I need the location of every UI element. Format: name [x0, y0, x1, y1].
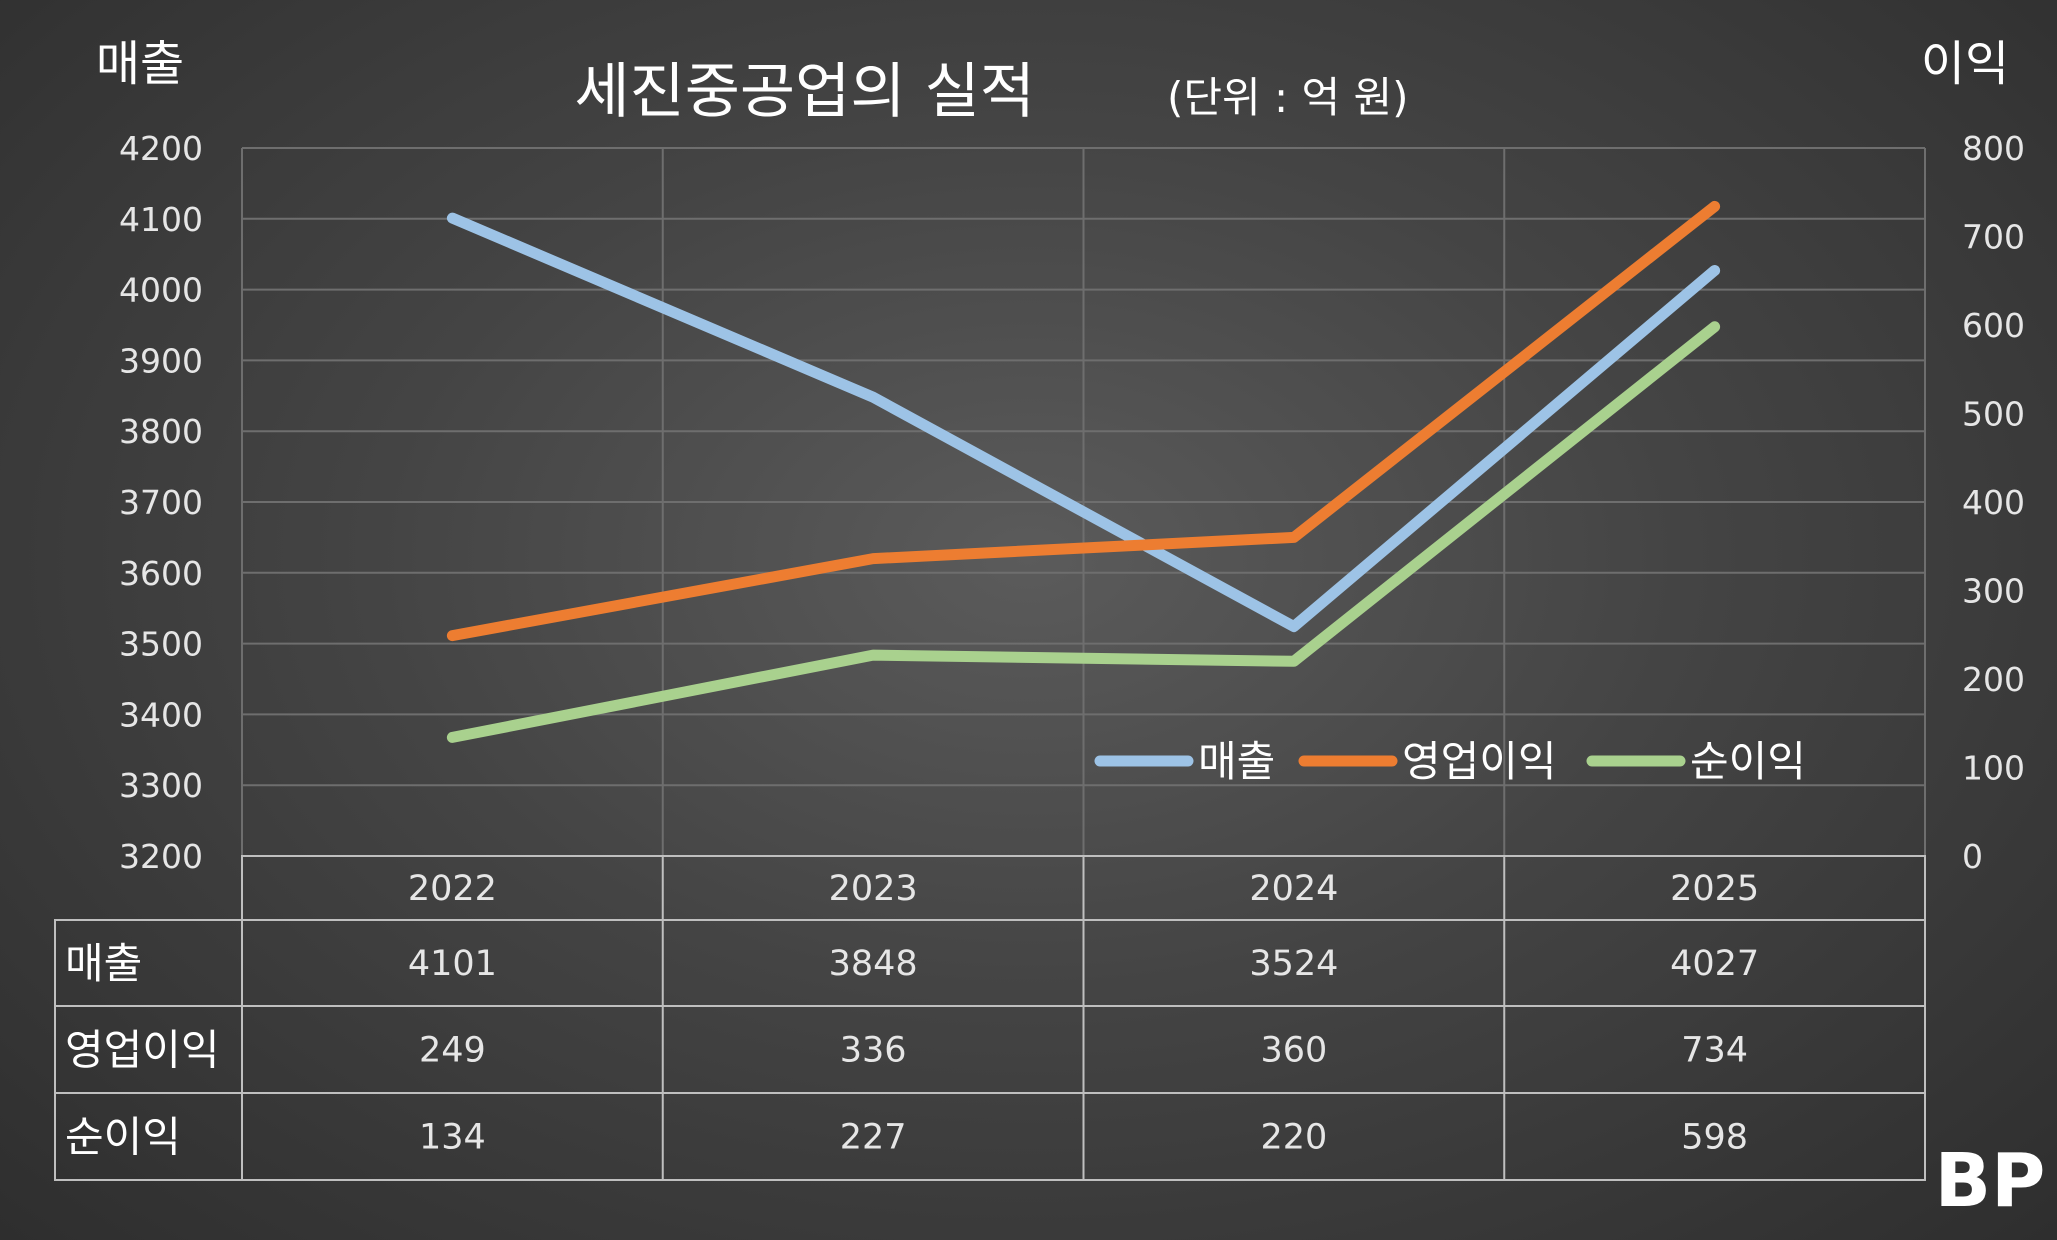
grid — [241, 147, 1926, 857]
category-label: 2024 — [1249, 869, 1338, 909]
right-tick-label: 800 — [1962, 129, 2025, 168]
table-body-border — [54, 919, 1926, 1181]
category-label: 2022 — [408, 869, 497, 909]
table-row-label: 매출 — [65, 939, 142, 988]
left-axis-ticks: 4200 4100 4000 3900 3800 3700 3600 3500 3400 3300… — [119, 129, 203, 876]
left-tick-label: 3700 — [119, 483, 203, 522]
bp-logo: BP — [1935, 1138, 2046, 1224]
legend-label: 매출 — [1198, 737, 1275, 786]
table-cell-value: 336 — [840, 1031, 907, 1071]
left-tick-label: 3900 — [119, 341, 203, 380]
series-line-영업이익 — [446, 200, 1721, 642]
left-tick-label: 3800 — [119, 412, 203, 451]
right-axis-title: 이익 — [1921, 36, 2009, 92]
right-tick-label: 600 — [1962, 306, 2025, 345]
left-tick-label: 3300 — [119, 766, 203, 805]
table-cell-value: 134 — [419, 1118, 486, 1158]
left-axis-title: 매출 — [96, 36, 184, 92]
table-cell-value: 360 — [1260, 1031, 1327, 1071]
right-tick-label: 500 — [1962, 395, 2025, 434]
left-tick-label: 3600 — [119, 554, 203, 593]
left-tick-label: 4100 — [119, 200, 203, 239]
table-cell-value: 227 — [840, 1118, 907, 1158]
table-cell-value: 4027 — [1670, 944, 1759, 984]
table-cell-value: 3848 — [829, 944, 918, 984]
left-tick-label: 3500 — [119, 625, 203, 664]
table-cell-value: 734 — [1681, 1031, 1748, 1071]
right-tick-label: 0 — [1962, 837, 1983, 876]
table-cell-value: 4101 — [408, 944, 497, 984]
table-row-label: 순이익 — [65, 1113, 181, 1162]
right-tick-label: 100 — [1962, 749, 2025, 788]
left-tick-label: 4000 — [119, 271, 203, 310]
left-tick-label: 3200 — [119, 837, 203, 876]
series-line-매출 — [446, 212, 1721, 633]
category-label: 2023 — [829, 869, 918, 909]
right-tick-label: 700 — [1962, 218, 2025, 257]
data-table: 2022 2023 2024 2025 매출 4101 3848 3524 4027 영업이익 24… — [54, 855, 1926, 1181]
table-cell-value: 249 — [419, 1031, 486, 1071]
table-cell-value: 598 — [1681, 1118, 1748, 1158]
right-tick-label: 400 — [1962, 483, 2025, 522]
right-tick-label: 200 — [1962, 660, 2025, 699]
left-tick-label: 3400 — [119, 695, 203, 734]
legend-label: 영업이익 — [1402, 737, 1557, 786]
table-cell-value: 3524 — [1249, 944, 1338, 984]
legend-label: 순이익 — [1690, 737, 1806, 786]
right-tick-label: 300 — [1962, 572, 2025, 611]
series-lines — [446, 200, 1721, 743]
category-label: 2025 — [1670, 869, 1759, 909]
table-cell-value: 220 — [1260, 1118, 1327, 1158]
chart-title-unit: (단위 : 억 원) — [1167, 73, 1409, 122]
legend: 매출 영업이익 순이익 — [1094, 737, 1806, 786]
right-axis-ticks: 800 700 600 500 400 300 200 100 0 — [1962, 129, 2025, 876]
chart-title: 세진중공업의 실적 — [574, 57, 1035, 127]
table-row-label: 영업이익 — [65, 1026, 220, 1075]
left-tick-label: 4200 — [119, 129, 203, 168]
series-line-순이익 — [446, 321, 1721, 743]
